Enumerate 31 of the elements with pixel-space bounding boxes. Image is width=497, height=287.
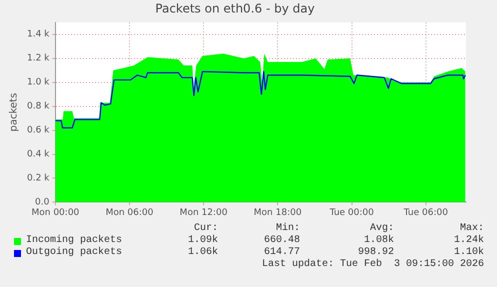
y-tick-label: 1.0 k (26, 78, 50, 88)
x-tick-label: Tue 00:00 (328, 208, 374, 218)
text: 998.92 (358, 247, 394, 258)
x-tick-label: Mon 06:00 (106, 208, 154, 218)
text: Avg: (370, 223, 394, 234)
text: 1.10k (454, 247, 484, 258)
y-tick-label: 1.4 k (26, 30, 50, 40)
text: Last update: Tue Feb 3 09:15:00 2026 (262, 259, 484, 270)
y-axis-title: packets (8, 92, 20, 132)
text: Max: (460, 223, 484, 234)
y-tick-label: 0.4 k (26, 150, 50, 160)
text: 1.06k (188, 247, 218, 258)
y-tick-label: 0.0 (35, 198, 50, 208)
text: 1.24k (454, 235, 484, 246)
y-tick-label: 1.2 k (26, 54, 50, 64)
x-tick-label: Mon 18:00 (254, 208, 302, 218)
y-tick-label: 0.8 k (26, 102, 50, 112)
text: 1.09k (188, 235, 218, 246)
x-tick-label: Tue 06:00 (402, 208, 448, 218)
text: 1.08k (364, 235, 394, 246)
text: 660.48 (264, 235, 300, 246)
y-tick-label: 0.2 k (26, 174, 50, 184)
chart-title: Packets on eth0.6 - by day (155, 1, 315, 16)
x-tick-label: Mon 12:00 (180, 208, 228, 218)
text: Min: (276, 223, 300, 234)
text: Cur: (194, 223, 218, 234)
x-tick-label: Mon 00:00 (31, 208, 80, 218)
legend-label: Outgoing packets (26, 247, 122, 258)
legend-label: Incoming packets (26, 235, 122, 246)
y-tick-label: 0.6 k (26, 126, 50, 136)
text: 614.77 (264, 247, 300, 258)
